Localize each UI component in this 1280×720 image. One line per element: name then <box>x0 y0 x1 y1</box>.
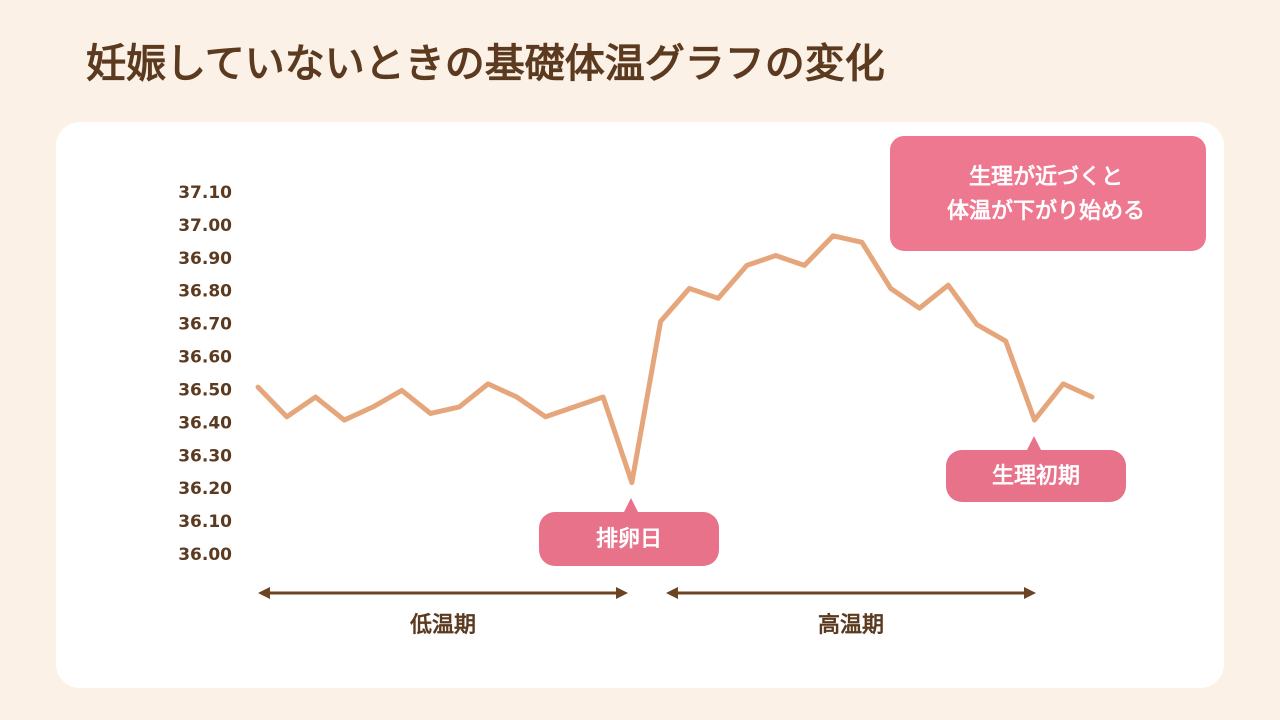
chart-title: 妊娠していないときの基礎体温グラフの変化 <box>86 41 885 87</box>
phase-label: 高温期 <box>818 612 884 638</box>
y-tick-label: 36.60 <box>178 348 232 368</box>
callout-pointer <box>624 498 638 512</box>
y-tick-label: 37.00 <box>178 216 232 236</box>
note-box <box>890 136 1206 251</box>
callout-box <box>539 512 719 566</box>
y-tick-label: 36.30 <box>178 446 232 466</box>
callout-box <box>946 450 1126 502</box>
y-tick-label: 36.20 <box>178 479 232 499</box>
y-tick-label: 36.10 <box>178 512 232 532</box>
card <box>56 122 1224 688</box>
callout-pointer <box>1027 436 1041 450</box>
arrow-head <box>1024 587 1036 599</box>
y-tick-label: 36.70 <box>178 315 232 335</box>
arrow-head <box>258 587 270 599</box>
arrow-head <box>666 587 678 599</box>
y-tick-label: 36.50 <box>178 380 232 400</box>
y-tick-label: 37.10 <box>178 183 232 203</box>
y-tick-label: 36.40 <box>178 413 232 433</box>
phase-label: 低温期 <box>409 613 476 638</box>
line <box>255 233 1095 486</box>
callout-text: 生理初期 <box>992 463 1080 489</box>
note-text: 生理が近づくと <box>969 164 1123 190</box>
phase-arrows <box>258 587 1036 599</box>
note-text: 体温が下がり始める <box>947 198 1145 224</box>
y-tick-label: 36.90 <box>178 249 232 269</box>
y-tick-label: 36.00 <box>178 545 232 565</box>
arrow-head <box>616 587 628 599</box>
y-tick-label: 36.80 <box>178 282 232 302</box>
callout-text: 排卵日 <box>596 527 662 552</box>
